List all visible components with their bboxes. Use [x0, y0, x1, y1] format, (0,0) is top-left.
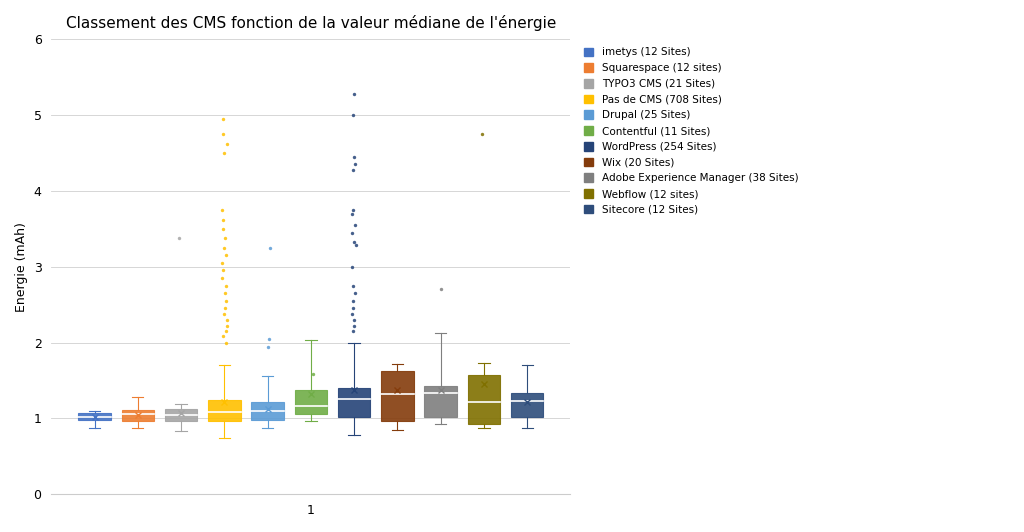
- Point: [346, 238, 362, 247]
- Point: [304, 370, 321, 379]
- Point: [346, 315, 362, 324]
- Point: [344, 228, 360, 237]
- Point: [261, 244, 278, 252]
- Point: [345, 296, 361, 305]
- Bar: [338, 388, 371, 417]
- Point: [215, 215, 231, 224]
- Point: [259, 343, 275, 351]
- Point: [214, 259, 230, 267]
- Point: [346, 322, 362, 330]
- Point: [218, 338, 234, 347]
- Bar: [78, 413, 111, 420]
- Point: [217, 289, 233, 297]
- Point: [215, 148, 231, 157]
- Point: [347, 289, 364, 297]
- Point: [348, 241, 365, 250]
- Point: [433, 285, 450, 294]
- Point: [217, 304, 233, 313]
- Point: [344, 310, 360, 318]
- Bar: [381, 371, 414, 421]
- Point: [215, 130, 231, 138]
- Y-axis label: Energie (mAh): Energie (mAh): [15, 222, 28, 312]
- Point: [215, 244, 231, 252]
- Point: [344, 262, 360, 271]
- Point: [215, 114, 231, 123]
- Point: [217, 234, 233, 242]
- Point: [344, 111, 360, 119]
- Point: [215, 225, 231, 233]
- Bar: [251, 402, 284, 420]
- Point: [213, 205, 229, 214]
- Point: [215, 332, 231, 340]
- Point: [344, 209, 360, 218]
- Bar: [511, 393, 544, 417]
- Point: [345, 327, 361, 336]
- Legend: imetys (12 Sites), Squarespace (12 sites), TYPO3 CMS (21 Sites), Pas de CMS (708: imetys (12 Sites), Squarespace (12 sites…: [581, 44, 802, 218]
- Bar: [468, 375, 500, 423]
- Point: [346, 153, 362, 161]
- Point: [219, 139, 236, 148]
- Point: [344, 281, 360, 290]
- Point: [345, 304, 361, 313]
- Bar: [165, 409, 198, 421]
- Point: [474, 130, 490, 138]
- Point: [218, 296, 234, 305]
- Point: [216, 310, 232, 318]
- Point: [347, 160, 364, 169]
- Point: [214, 274, 230, 282]
- Point: [347, 221, 364, 229]
- Point: [219, 315, 236, 324]
- Point: [217, 281, 233, 290]
- Title: Classement des CMS fonction de la valeur médiane de l'énergie: Classement des CMS fonction de la valeur…: [66, 15, 556, 31]
- Point: [219, 322, 236, 330]
- Bar: [122, 410, 154, 421]
- Bar: [295, 390, 327, 414]
- Point: [345, 205, 361, 214]
- Point: [218, 327, 234, 336]
- Point: [346, 90, 362, 99]
- Point: [345, 166, 361, 174]
- Point: [261, 335, 278, 343]
- Point: [215, 266, 231, 275]
- Bar: [425, 386, 457, 417]
- Bar: [208, 400, 241, 421]
- Point: [171, 234, 187, 242]
- Point: [218, 251, 234, 260]
